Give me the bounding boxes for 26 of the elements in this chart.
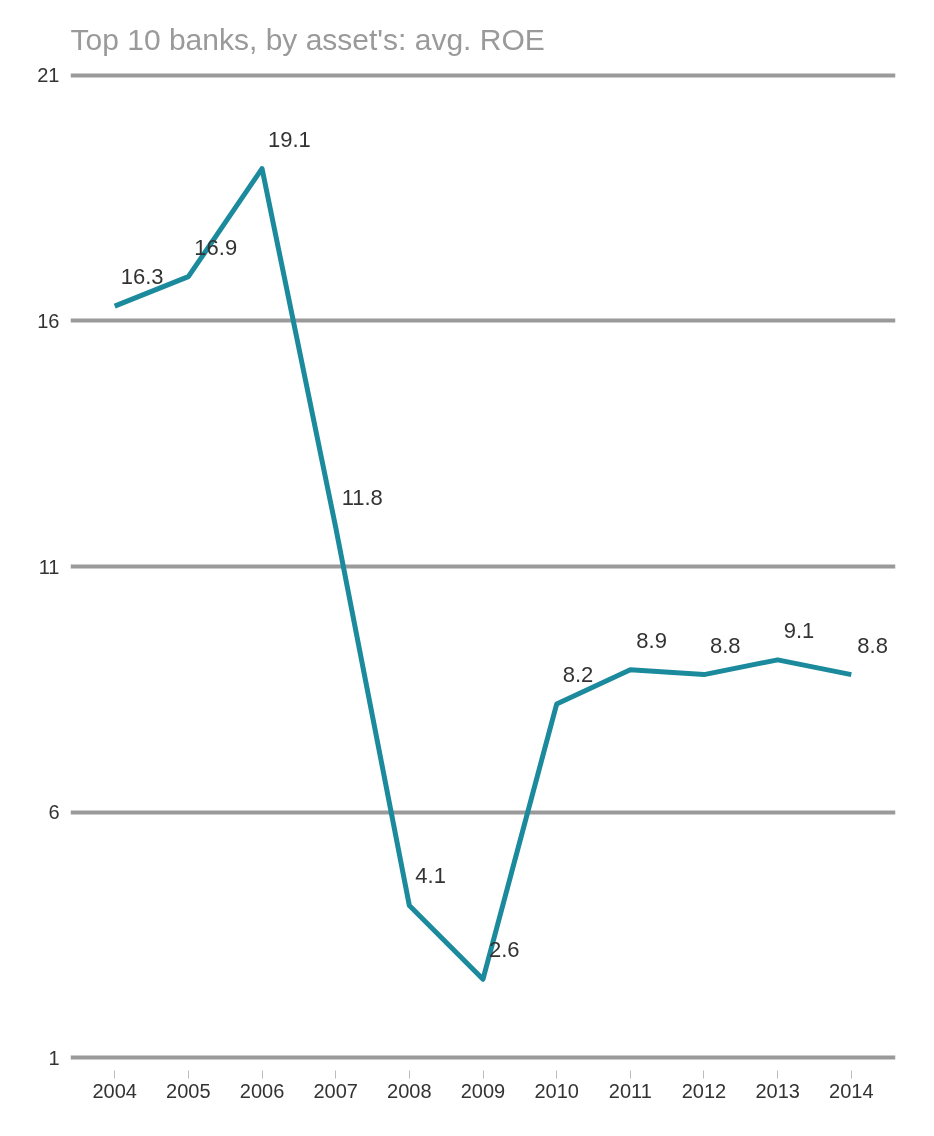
data-label: 11.8	[341, 485, 383, 511]
data-label: 9.1	[783, 617, 815, 643]
data-label: 8.8	[709, 632, 741, 658]
chart-title: Top 10 banks, by asset's: avg. ROE	[70, 22, 545, 56]
x-tick-label: 2012	[681, 1079, 727, 1102]
x-tick-label: 2008	[387, 1079, 432, 1102]
x-tick-label: 2010	[534, 1079, 579, 1102]
x-tick-label: 2004	[92, 1079, 137, 1102]
data-label: 8.9	[636, 627, 667, 653]
y-tick-label: 21	[37, 64, 60, 87]
x-tick-label: 2011	[608, 1079, 652, 1102]
y-tick-label: 1	[48, 1046, 60, 1069]
x-tick-label: 2006	[239, 1079, 285, 1102]
data-label: 4.1	[415, 863, 446, 889]
data-label: 16.3	[120, 264, 164, 290]
x-tick-label: 2005	[166, 1079, 211, 1102]
y-tick-label: 16	[37, 309, 60, 332]
data-label: 19.1	[268, 126, 311, 152]
data-label: 8.8	[857, 632, 888, 658]
data-label: 8.2	[562, 662, 594, 688]
x-tick-label: 2013	[755, 1079, 800, 1102]
x-tick-label: 2007	[313, 1079, 358, 1102]
y-tick-label: 11	[38, 555, 60, 578]
x-tick-label: 2014	[829, 1079, 874, 1102]
x-tick-label: 2009	[460, 1079, 506, 1102]
y-tick-label: 6	[48, 801, 60, 824]
